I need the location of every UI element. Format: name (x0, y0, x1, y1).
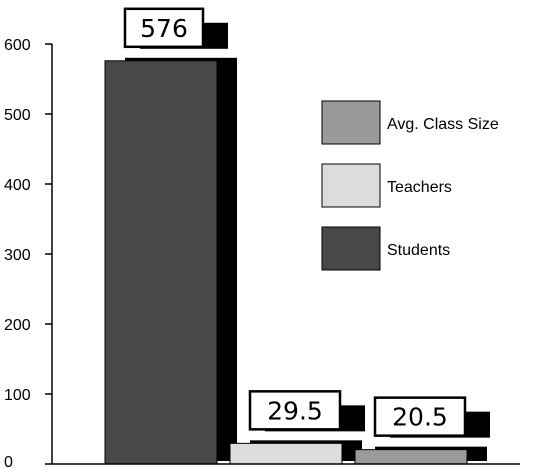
value-label-box (123, 7, 205, 49)
legend-swatch-avg-class-size (321, 100, 381, 145)
value-label-box (248, 390, 342, 431)
y-tick-label: 600 (4, 37, 31, 54)
y-tick-label: 400 (4, 177, 31, 194)
y-tick-label: 500 (4, 107, 31, 124)
bars (104, 60, 468, 465)
value-labels: 576 29.5 20.5 (123, 7, 490, 438)
y-tick-label: 300 (4, 247, 31, 264)
y-tick-label: 100 (4, 387, 31, 404)
value-label-students: 576 (140, 14, 188, 43)
y-axis-ticks: 0 100 200 300 400 500 600 (4, 37, 52, 469)
legend-label-students: Students (387, 242, 450, 259)
bar-students (104, 60, 218, 465)
legend-swatch-teachers (321, 163, 381, 208)
y-tick-label: 0 (4, 454, 13, 469)
value-label-box (373, 396, 467, 437)
bar-avg-class-size (354, 449, 468, 465)
legend: Avg. Class Size Teachers Students (321, 100, 499, 271)
legend-swatch-students (321, 226, 381, 271)
value-label-teachers: 29.5 (267, 396, 323, 425)
legend-label-teachers: Teachers (387, 179, 452, 196)
legend-label-avg-class-size: Avg. Class Size (387, 116, 499, 133)
y-tick-label: 200 (4, 317, 31, 334)
value-label-avg-class-size: 20.5 (392, 403, 448, 432)
bar-teachers (229, 442, 343, 465)
